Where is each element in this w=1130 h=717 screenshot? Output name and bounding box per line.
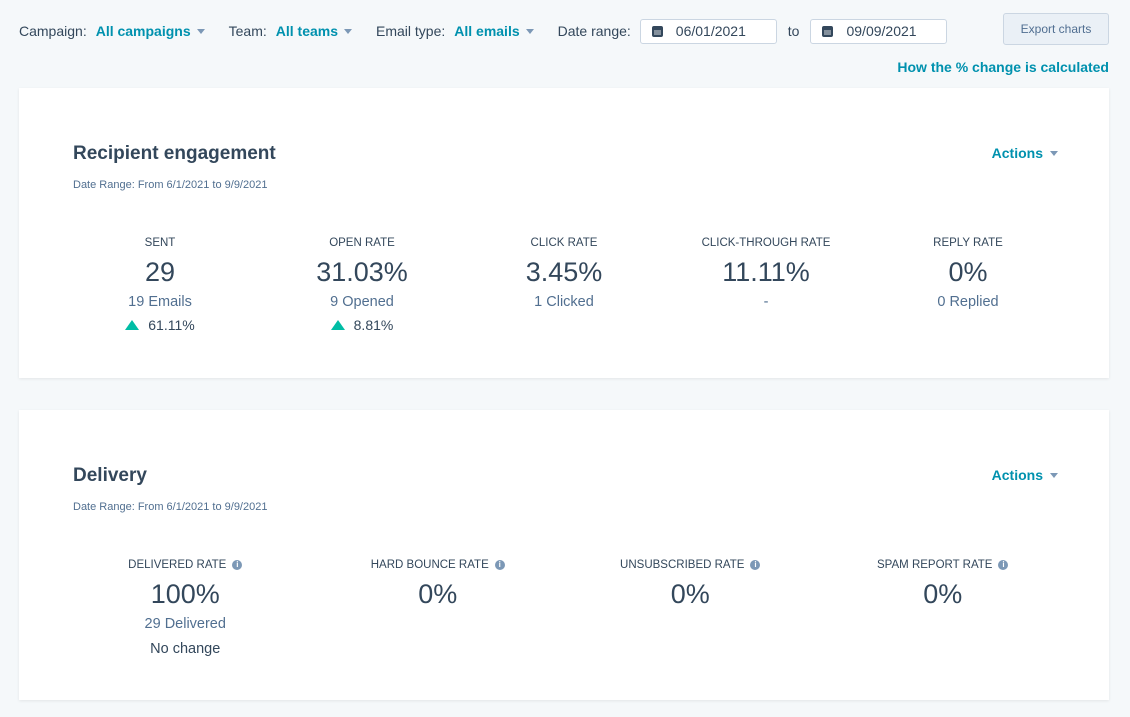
delivery-metrics: DELIVERED RATE i 100% 29 Delivered No cha…: [59, 558, 1069, 658]
label-text: UNSUBSCRIBED RATE: [620, 559, 745, 571]
info-icon[interactable]: i: [750, 560, 761, 570]
metric-subtext: -: [763, 294, 769, 310]
metric-value: 100%: [150, 579, 220, 609]
email-type-label: Email type:: [376, 23, 446, 39]
date-range-label: Date range:: [557, 23, 631, 39]
metric-click-through-rate: CLICK-THROUGH RATE 11.11% -: [665, 236, 867, 333]
team-label: Team:: [228, 23, 267, 39]
metric-sent: SENT 29 19 Emails 61.11%: [59, 236, 261, 333]
actions-label: Actions: [991, 467, 1043, 483]
team-dropdown[interactable]: All teams: [275, 23, 338, 39]
delivery-card: Delivery Date Range: From 6/1/2021 to 9/…: [19, 410, 1109, 700]
change-value: 8.81%: [353, 317, 394, 333]
chevron-down-icon: [1050, 472, 1058, 478]
to-label: to: [787, 23, 800, 39]
filter-bar: Campaign: All campaigns Team: All teams …: [19, 18, 948, 44]
percent-change-help-link[interactable]: How the % change is calculated: [897, 59, 1109, 75]
chevron-down-icon: [1050, 150, 1058, 156]
calendar-icon: [822, 25, 834, 37]
actions-dropdown[interactable]: Actions: [992, 145, 1058, 161]
label-text: SPAM REPORT RATE: [877, 559, 993, 571]
date-range-text: Date Range: From 6/1/2021 to 9/9/2021: [73, 179, 268, 191]
metric-subtext: 29 Delivered: [144, 616, 226, 632]
metric-change: 8.81%: [261, 317, 463, 333]
chevron-down-icon[interactable]: [344, 28, 352, 34]
info-icon[interactable]: i: [998, 560, 1009, 570]
campaign-label: Campaign:: [19, 23, 87, 39]
actions-dropdown[interactable]: Actions: [992, 467, 1058, 483]
change-value: 61.11%: [148, 317, 195, 333]
card-title: Delivery: [73, 465, 147, 486]
metric-label: CLICK RATE: [530, 237, 598, 249]
metric-value: 0%: [923, 579, 963, 609]
metric-label: UNSUBSCRIBED RATE i: [564, 558, 817, 572]
metric-delivered-rate: DELIVERED RATE i 100% 29 Delivered No cha…: [59, 558, 312, 658]
email-type-dropdown[interactable]: All emails: [454, 23, 520, 39]
metric-subtext: 9 Opened: [330, 294, 394, 310]
calendar-icon: [651, 25, 663, 37]
metric-label: SENT: [144, 237, 176, 249]
chevron-down-icon[interactable]: [525, 28, 534, 34]
label-text: HARD BOUNCE RATE: [370, 559, 489, 571]
engagement-metrics: SENT 29 19 Emails 61.11% OPEN RATE 31.03…: [59, 236, 1069, 333]
metric-open-rate: OPEN RATE 31.03% 9 Opened 8.81%: [261, 236, 463, 333]
actions-label: Actions: [991, 145, 1043, 161]
start-date-input[interactable]: 06/01/2021: [639, 18, 777, 44]
metric-subtext: 1 Clicked: [534, 294, 594, 310]
campaign-dropdown[interactable]: All campaigns: [95, 23, 191, 39]
metric-change: 61.11%: [59, 317, 261, 333]
metric-value: 0%: [418, 579, 458, 609]
metric-label: SPAM REPORT RATE i: [817, 558, 1070, 572]
card-title: Recipient engagement: [73, 143, 276, 164]
metric-label: OPEN RATE: [329, 237, 395, 249]
chevron-down-icon[interactable]: [196, 28, 205, 34]
metric-value: 0%: [670, 579, 710, 609]
metric-value: 3.45%: [525, 257, 603, 287]
metric-change: No change: [150, 641, 221, 657]
metric-value: 11.11%: [722, 257, 810, 287]
arrow-up-icon: [330, 320, 345, 330]
metric-label: HARD BOUNCE RATE i: [312, 558, 565, 572]
metric-unsubscribed-rate: UNSUBSCRIBED RATE i 0%: [564, 558, 817, 658]
metric-subtext: 0 Replied: [937, 294, 999, 310]
metric-label: REPLY RATE: [933, 237, 1003, 249]
metric-value: 29: [144, 257, 176, 287]
arrow-up-icon: [125, 320, 140, 330]
start-date-value: 06/01/2021: [675, 23, 746, 39]
end-date-value: 09/09/2021: [846, 23, 917, 39]
metric-spam-report-rate: SPAM REPORT RATE i 0%: [817, 558, 1070, 658]
metric-value: 31.03%: [316, 257, 408, 287]
metric-click-rate: CLICK RATE 3.45% 1 Clicked: [463, 236, 665, 333]
metric-label: CLICK-THROUGH RATE: [701, 237, 831, 249]
date-range-text: Date Range: From 6/1/2021 to 9/9/2021: [73, 501, 268, 513]
label-text: DELIVERED RATE: [128, 559, 227, 571]
metric-label: DELIVERED RATE i: [59, 558, 312, 572]
info-icon[interactable]: i: [494, 560, 505, 570]
end-date-input[interactable]: 09/09/2021: [810, 18, 948, 44]
metric-hard-bounce-rate: HARD BOUNCE RATE i 0%: [312, 558, 565, 658]
info-icon[interactable]: i: [232, 560, 243, 570]
export-charts-button[interactable]: Export charts: [1003, 13, 1109, 45]
metric-subtext: 19 Emails: [128, 294, 192, 310]
metric-reply-rate: REPLY RATE 0% 0 Replied: [867, 236, 1069, 333]
metric-value: 0%: [948, 257, 988, 287]
recipient-engagement-card: Recipient engagement Date Range: From 6/…: [19, 88, 1109, 378]
